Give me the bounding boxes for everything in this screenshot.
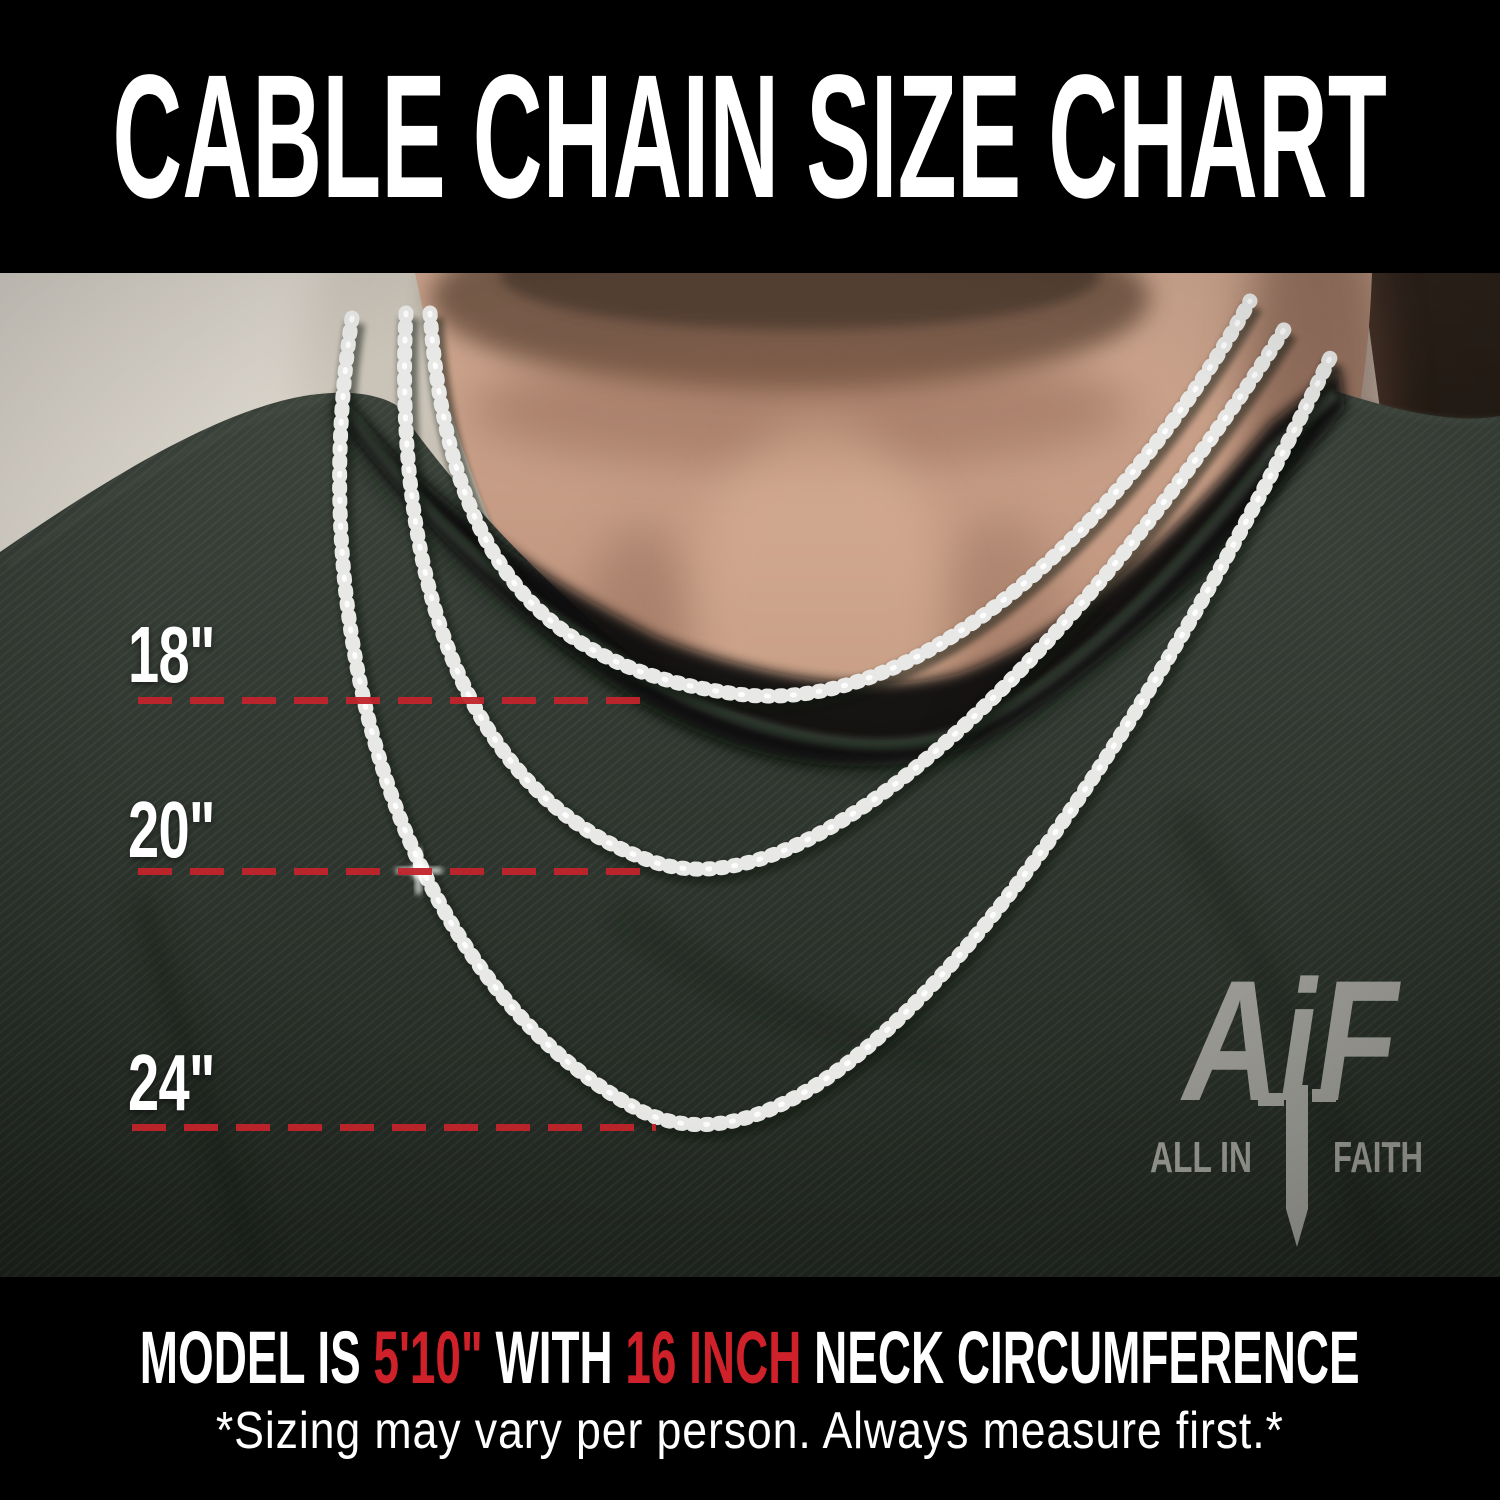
top-banner: CABLE CHAIN SIZE CHART — [0, 0, 1500, 273]
model-info-line: MODEL IS 5'10" WITH 16 INCH NECK CIRCUMF… — [140, 1321, 1360, 1395]
photo-illustration: AiF ALL IN FAITH — [0, 273, 1500, 1277]
photo-vignette — [0, 273, 1500, 1277]
model-photo: AiF ALL IN FAITH — [0, 273, 1500, 1277]
sizing-disclaimer: *Sizing may vary per person. Always meas… — [216, 1402, 1284, 1460]
model-info-segment: MODEL IS — [140, 1316, 374, 1399]
neck-size-value: 16 INCH — [625, 1316, 802, 1399]
page-title: CABLE CHAIN SIZE CHART — [112, 38, 1388, 235]
bottom-banner: MODEL IS 5'10" WITH 16 INCH NECK CIRCUMF… — [0, 1277, 1500, 1500]
model-height-value: 5'10" — [373, 1316, 484, 1399]
model-info-segment: NECK CIRCUMFERENCE — [801, 1316, 1360, 1399]
model-info-segment: WITH — [483, 1316, 626, 1399]
